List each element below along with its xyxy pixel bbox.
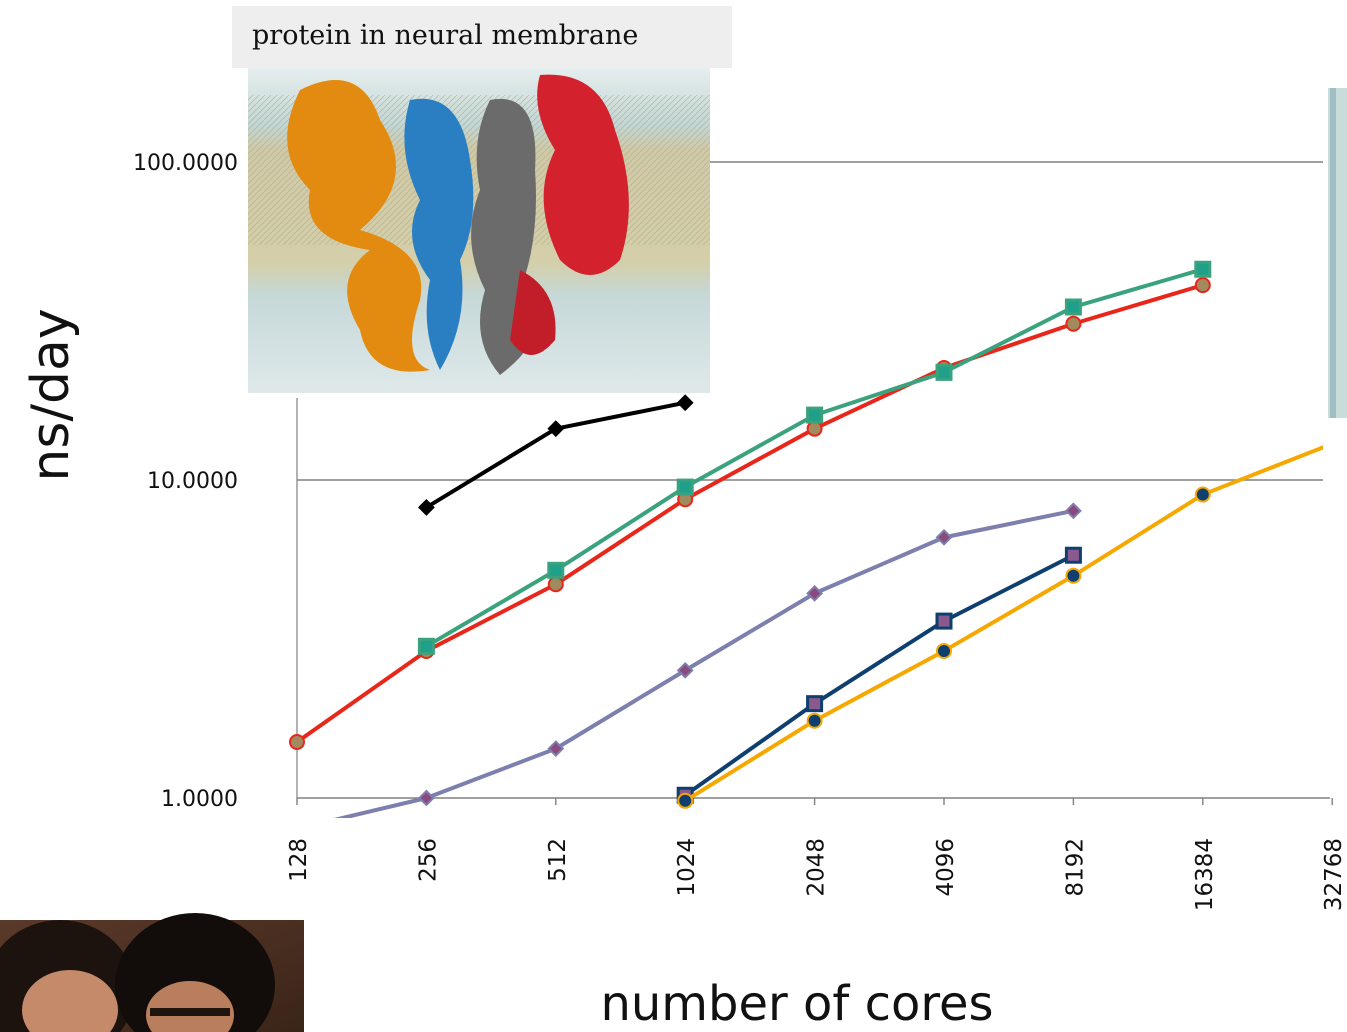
data-point bbox=[547, 740, 565, 758]
data-point bbox=[417, 789, 435, 807]
data-point bbox=[417, 498, 435, 516]
data-point bbox=[1065, 567, 1082, 584]
y-tick-label: 10.0000 bbox=[147, 469, 238, 494]
y-tick-label: 100.0000 bbox=[133, 151, 238, 176]
x-tick-label: 4096 bbox=[933, 838, 959, 897]
data-point bbox=[1194, 486, 1211, 503]
series-layer bbox=[289, 260, 1323, 818]
x-tick-label: 2048 bbox=[804, 838, 830, 897]
data-point bbox=[935, 528, 953, 546]
protein-image bbox=[248, 68, 710, 393]
data-point bbox=[806, 712, 823, 729]
x-tick-label: 32768 bbox=[1321, 838, 1347, 911]
series-5 bbox=[676, 546, 1082, 804]
y-tick-label: 1.0000 bbox=[161, 787, 238, 812]
image-caption: protein in neural membrane bbox=[232, 6, 732, 68]
x-axis-title: number of cores bbox=[600, 976, 993, 1032]
data-point bbox=[806, 420, 823, 437]
series-6 bbox=[677, 445, 1323, 809]
data-point bbox=[1194, 260, 1212, 278]
data-point bbox=[1194, 277, 1211, 294]
data-point bbox=[1064, 546, 1082, 564]
y-axis-title: ns/day bbox=[21, 308, 81, 481]
people-photo bbox=[0, 913, 304, 1032]
data-point bbox=[806, 406, 824, 424]
x-tick-label: 128 bbox=[286, 838, 312, 882]
x-tick-label: 512 bbox=[545, 838, 571, 882]
data-point bbox=[547, 420, 565, 438]
data-point bbox=[935, 612, 953, 630]
data-point bbox=[935, 363, 953, 381]
right-edge-image bbox=[1328, 88, 1347, 418]
data-point bbox=[677, 792, 694, 809]
data-point bbox=[676, 661, 694, 679]
data-point bbox=[1064, 298, 1082, 316]
data-point bbox=[547, 576, 564, 593]
data-point bbox=[417, 637, 435, 655]
series-line bbox=[684, 553, 1075, 797]
series-2 bbox=[417, 260, 1212, 655]
data-point bbox=[289, 734, 305, 751]
data-point bbox=[1064, 502, 1082, 520]
data-point bbox=[806, 695, 824, 713]
x-tick-label: 8192 bbox=[1062, 838, 1088, 897]
data-point bbox=[547, 561, 565, 579]
data-point bbox=[676, 478, 694, 496]
series-line bbox=[295, 283, 1204, 744]
x-tick-label: 256 bbox=[415, 838, 441, 882]
series-line bbox=[425, 400, 686, 510]
series-3 bbox=[417, 394, 694, 516]
series-4 bbox=[333, 502, 1082, 818]
data-point bbox=[806, 584, 824, 602]
tick-labels: 1.0000 10.0000 100.0000 128 256 512 1024 2048 40… bbox=[21, 151, 1347, 1032]
data-point bbox=[676, 394, 694, 412]
series-line bbox=[684, 445, 1323, 803]
x-tick-label: 16384 bbox=[1192, 838, 1218, 911]
data-point bbox=[936, 642, 952, 659]
data-point bbox=[1065, 315, 1082, 332]
x-tick-label: 1024 bbox=[674, 838, 700, 897]
